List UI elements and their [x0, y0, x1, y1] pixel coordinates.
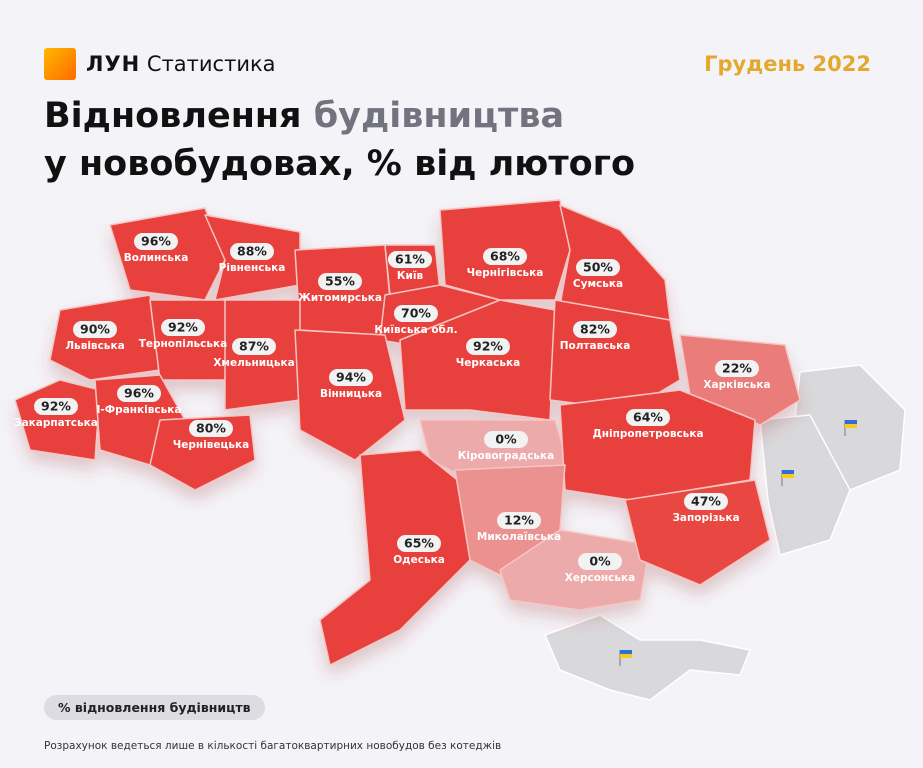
value-label: 55%	[325, 274, 355, 289]
value-pill	[484, 431, 528, 448]
region-name: Київ	[397, 270, 424, 282]
region-name: Хмельницька	[213, 357, 294, 369]
region-name: Львівська	[65, 340, 124, 352]
value-label: 96%	[141, 234, 171, 249]
donetsk	[759, 414, 851, 556]
value-pill	[134, 233, 178, 250]
value-label: 94%	[336, 370, 366, 385]
value-label: 12%	[504, 513, 534, 528]
value-pill	[388, 251, 432, 268]
value-pill	[578, 553, 622, 570]
flag-top	[845, 420, 857, 424]
region-name: Чернівецька	[173, 439, 249, 451]
region-name: Тернопільська	[139, 338, 228, 350]
title-part: Відновлення	[44, 96, 302, 136]
value-label: 92%	[41, 399, 71, 414]
value-pill	[73, 321, 117, 338]
value-pill	[189, 420, 233, 437]
value-pill	[466, 338, 510, 355]
value-label: 92%	[473, 339, 503, 354]
value-label: 92%	[168, 320, 198, 335]
region-name: Запорізька	[672, 512, 739, 524]
region-name: Черкаська	[456, 357, 520, 369]
region-name: Кіровоградська	[458, 450, 554, 462]
value-pill	[397, 535, 441, 552]
value-label: 96%	[124, 386, 154, 401]
region-name: Одеська	[393, 554, 445, 566]
date: Грудень 2022	[704, 52, 871, 76]
region-name: Київська обл.	[374, 324, 457, 336]
value-label: 87%	[239, 339, 269, 354]
region-name: Дніпропетровська	[592, 428, 703, 440]
region-name: Житомирська	[298, 292, 382, 304]
title-part: будівництва	[313, 96, 565, 136]
occupied-territories	[543, 364, 906, 701]
region-name: І-Франківська	[97, 404, 182, 416]
region-name: Вінницька	[320, 388, 382, 400]
footnote: Розрахунок ведеться лише в кількості баг…	[44, 740, 502, 752]
region-name: Сумська	[573, 278, 623, 290]
value-pill	[394, 305, 438, 322]
value-pill	[573, 321, 617, 338]
value-label: 61%	[395, 252, 425, 267]
value-pill	[483, 248, 527, 265]
region-name: Миколаївська	[477, 531, 561, 543]
title-part: у новобудовах, % від лютого	[44, 144, 635, 184]
value-pill	[232, 338, 276, 355]
region	[109, 207, 226, 301]
brand-section: Статистика	[146, 52, 276, 76]
flag-bottom	[845, 424, 857, 428]
region	[319, 449, 471, 666]
value-pill	[329, 369, 373, 386]
value-label: 22%	[722, 361, 752, 376]
value-pill	[715, 360, 759, 377]
region-name: Полтавська	[560, 340, 631, 352]
value-pill	[684, 493, 728, 510]
brand: ЛУН	[86, 52, 141, 76]
value-pill	[117, 385, 161, 402]
legend: % відновлення будівництв	[44, 695, 265, 720]
value-label: 0%	[495, 432, 517, 447]
flag-bottom	[782, 474, 794, 478]
flag-top	[782, 470, 794, 474]
value-label: 80%	[196, 421, 226, 436]
value-label: 65%	[404, 536, 434, 551]
value-pill	[318, 273, 362, 290]
region	[499, 529, 651, 611]
region	[294, 329, 406, 461]
value-label: 0%	[589, 554, 611, 569]
value-pill	[161, 319, 205, 336]
value-label: 47%	[691, 494, 721, 509]
value-label: 64%	[633, 410, 663, 425]
region-name: Харківська	[703, 379, 770, 391]
value-label: 90%	[80, 322, 110, 337]
value-label: 70%	[401, 306, 431, 321]
value-pill	[576, 259, 620, 276]
value-label: 88%	[237, 244, 267, 259]
title: Відновлення будівництва у новобудовах, %…	[44, 92, 635, 188]
region-name: Закарпатська	[14, 417, 98, 429]
flag-top	[620, 650, 632, 654]
flag-bottom	[620, 654, 632, 658]
crimea	[543, 614, 752, 701]
region-name: Чернігівська	[467, 267, 544, 279]
value-label: 82%	[580, 322, 610, 337]
value-pill	[230, 243, 274, 260]
logo-icon	[44, 48, 76, 80]
region-name: Рівненська	[219, 262, 286, 274]
value-pill	[34, 398, 78, 415]
logo: ЛУН Статистика	[44, 48, 276, 80]
value-pill	[497, 512, 541, 529]
region	[559, 389, 756, 501]
value-label: 50%	[583, 260, 613, 275]
region-name: Херсонська	[565, 572, 636, 584]
value-label: 68%	[490, 249, 520, 264]
value-pill	[626, 409, 670, 426]
region-name: Волинська	[124, 252, 189, 264]
region	[624, 479, 771, 586]
